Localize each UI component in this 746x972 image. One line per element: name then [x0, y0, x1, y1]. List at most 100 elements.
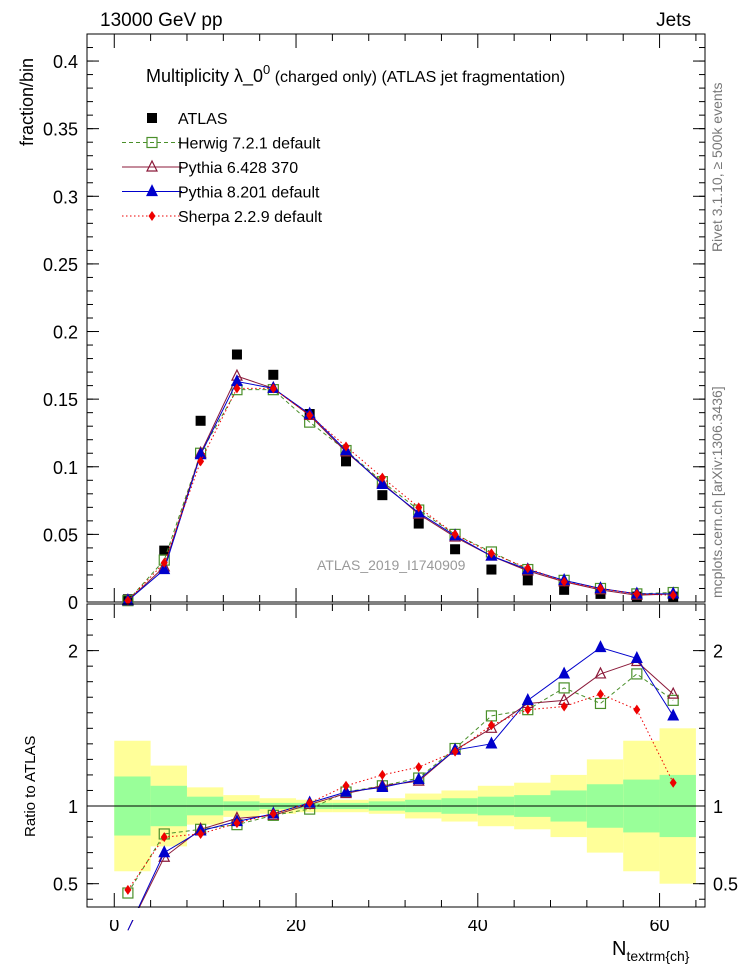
- data-point-atlas: [450, 544, 461, 555]
- ratio-point-pythia-8-201-default: [521, 692, 534, 705]
- legend: ATLAS Herwig 7.2.1 default Pythia 6.428 37…: [122, 111, 323, 226]
- ratio-point-pythia-6-428-370: [667, 686, 680, 699]
- data-point-sherpa-2-2-9-default: [633, 588, 641, 599]
- ratio-point-sherpa-2-2-9-default: [197, 828, 205, 839]
- ratio-line-sherpa-2-2-9-default: [127, 693, 674, 891]
- data-point-atlas: [341, 456, 352, 467]
- chart-title: Multiplicity λ_00 (charged only) (ATLAS …: [146, 62, 565, 87]
- legend-marker-pythia-6-428-370: [146, 159, 158, 172]
- ratio-point-sherpa-2-2-9-default: [269, 808, 277, 819]
- data-point-atlas: [159, 545, 170, 556]
- data-point-sherpa-2-2-9-default: [378, 472, 386, 483]
- ratio-line-pythia-8-201-default: [127, 646, 674, 931]
- data-point-sherpa-2-2-9-default: [233, 383, 241, 394]
- title-main: Multiplicity λ_0: [146, 66, 263, 87]
- ratio-point-sherpa-2-2-9-default: [669, 777, 677, 788]
- ratio-y-axis-label: Ratio to ATLAS: [22, 736, 39, 837]
- data-point-pythia-8-201-default: [158, 562, 171, 575]
- series-line-sherpa-2-2-9-default: [127, 387, 674, 601]
- legend-marker-sherpa-2-2-9-default: [148, 211, 156, 221]
- ratio-point-pythia-8-201-default: [630, 651, 643, 663]
- ratio-point-pythia-6-428-370: [594, 666, 607, 679]
- ratio-point-sherpa-2-2-9-default: [124, 884, 132, 895]
- ratio-point-pythia-8-201-default: [340, 784, 352, 797]
- ratio-point-pythia-8-201-default: [158, 845, 171, 858]
- data-point-atlas: [522, 575, 533, 586]
- y-tick-label: 0.2: [53, 323, 78, 343]
- legend-label-sherpa-2-2-9-default: Sherpa 2.2.9 default: [178, 209, 323, 226]
- analysis-watermark: ATLAS_2019_I1740909: [317, 557, 466, 573]
- data-point-atlas: [413, 518, 424, 529]
- ratio-clip-cover: [0, 908, 746, 920]
- data-point-sherpa-2-2-9-default: [160, 557, 168, 568]
- title-superscript: 0: [263, 62, 270, 77]
- legend-label-herwig-7-2-1-default: Herwig 7.2.1 default: [178, 136, 321, 153]
- data-point-sherpa-2-2-9-default: [596, 583, 604, 594]
- legend-marker-atlas: [147, 113, 157, 123]
- header-jets-label: Jets: [656, 10, 691, 31]
- ratio-point-sherpa-2-2-9-default: [487, 720, 495, 731]
- series-line-pythia-8-201-default: [127, 381, 674, 602]
- data-point-sherpa-2-2-9-default: [342, 441, 350, 452]
- ratio-point-sherpa-2-2-9-default: [415, 762, 423, 773]
- y-tick-label: 0.25: [43, 255, 78, 275]
- data-point-atlas: [486, 564, 497, 575]
- x-axis-label: Ntextrm{ch}: [612, 938, 690, 964]
- x-tick-label: 0: [109, 915, 119, 935]
- ratio-point-sherpa-2-2-9-default: [378, 769, 386, 780]
- ratio-frame: [86, 603, 706, 908]
- legend-label-pythia-6-428-370: Pythia 6.428 370: [178, 160, 298, 177]
- data-point-sherpa-2-2-9-default: [306, 410, 314, 421]
- data-point-pythia-8-201-default: [376, 477, 389, 489]
- ratio-point-sherpa-2-2-9-default: [233, 818, 241, 829]
- y-tick-label: 0.35: [43, 120, 78, 140]
- y-tick-label: 0.05: [43, 525, 78, 545]
- data-point-atlas: [559, 584, 570, 595]
- ratio-point-sherpa-2-2-9-default: [560, 701, 568, 712]
- main-panel: 0 0.05 0.1 0.15 0.2 0.25 0.3 0.35 0.4: [43, 33, 706, 613]
- ratio-point-sherpa-2-2-9-default: [596, 689, 604, 700]
- ratio-y-tick-label: 2: [68, 642, 78, 662]
- ratio-point-pythia-8-201-default: [558, 666, 571, 679]
- data-point-sherpa-2-2-9-default: [451, 529, 459, 540]
- y-tick-label: 0.1: [53, 458, 78, 478]
- ratio-point-sherpa-2-2-9-default: [524, 704, 532, 715]
- rivet-label: Rivet 3.1.10, ≥ 500k events: [709, 82, 725, 252]
- ratio-point-pythia-8-201-default: [412, 772, 425, 785]
- ratio-y-tick-label-right: 2: [713, 642, 723, 662]
- ratio-point-sherpa-2-2-9-default: [633, 704, 641, 715]
- y-tick-label: 0.4: [53, 52, 78, 72]
- y-tick-label: 0.3: [53, 187, 78, 207]
- ratio-point-pythia-8-201-default: [485, 736, 498, 749]
- ratio-point-pythia-6-428-370: [485, 720, 498, 733]
- ratio-point-herwig-7-2-1-default: [594, 697, 607, 710]
- ratio-line-herwig-7-2-1-default: [127, 673, 674, 894]
- data-point-sherpa-2-2-9-default: [524, 563, 532, 574]
- ratio-y-tick-label: 1: [68, 797, 78, 817]
- ratio-point-herwig-7-2-1-default: [631, 668, 643, 680]
- data-point-sherpa-2-2-9-default: [269, 383, 277, 394]
- y-tick-label: 0: [68, 593, 78, 613]
- x-axis-label-main: N: [612, 938, 626, 960]
- ratio-y-tick-label: 0.5: [53, 875, 78, 895]
- title-rest: (charged only) (ATLAS jet fragmentation): [270, 69, 565, 86]
- ratio-point-sherpa-2-2-9-default: [306, 797, 314, 808]
- data-point-sherpa-2-2-9-default: [487, 548, 495, 559]
- ratio-point-herwig-7-2-1-default: [558, 682, 570, 694]
- data-point-atlas: [377, 490, 388, 501]
- data-point-sherpa-2-2-9-default: [560, 576, 568, 587]
- legend-label-pythia-8-201-default: Pythia 8.201 default: [178, 185, 320, 202]
- legend-marker-pythia-8-201-default: [146, 184, 158, 197]
- ratio-point-sherpa-2-2-9-default: [160, 832, 168, 843]
- ratio-point-pythia-8-201-default: [667, 708, 680, 721]
- y-axis-label: fraction/bin: [17, 58, 37, 146]
- ratio-panel: 0 20 40 600.5 0.51 12 2: [0, 603, 746, 935]
- legend-marker-herwig-7-2-1-default: [146, 136, 158, 149]
- data-point-sherpa-2-2-9-default: [197, 456, 205, 467]
- data-point-sherpa-2-2-9-default: [669, 590, 677, 601]
- y-tick-label: 0.15: [43, 390, 78, 410]
- ratio-point-sherpa-2-2-9-default: [342, 780, 350, 791]
- legend-label-atlas: ATLAS: [178, 111, 228, 128]
- ratio-point-herwig-7-2-1-default: [667, 694, 679, 706]
